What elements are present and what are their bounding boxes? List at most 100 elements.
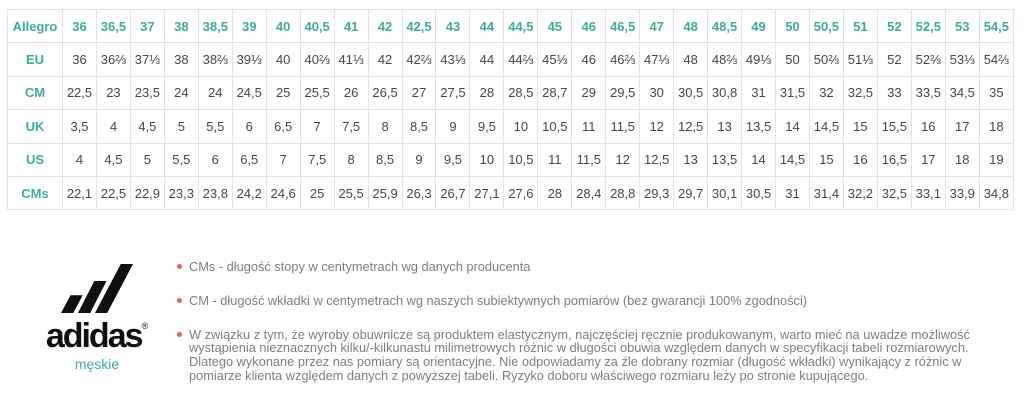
size-cell: 30,5 bbox=[741, 175, 777, 211]
size-cell: 52 bbox=[876, 8, 912, 44]
size-cell: 4 bbox=[62, 142, 97, 177]
brand-block: adidas® męskie bbox=[28, 264, 166, 372]
category-label: męskie bbox=[74, 356, 120, 372]
size-cell: 36⅔ bbox=[95, 42, 131, 77]
size-cell: 48 bbox=[673, 42, 709, 77]
size-cell: 38 bbox=[163, 8, 199, 44]
size-cell: 6 bbox=[197, 142, 233, 177]
registered-trademark-icon: ® bbox=[141, 321, 149, 331]
size-cell: 24,2 bbox=[231, 175, 267, 211]
size-cell: 32,5 bbox=[842, 75, 878, 111]
size-cell: 29,5 bbox=[605, 75, 641, 111]
size-cell: 6,5 bbox=[231, 142, 267, 177]
size-cell: 30,8 bbox=[707, 75, 743, 111]
size-cell: 33,9 bbox=[944, 175, 980, 211]
size-conversion-table: Allegro 36 36,5 37 38 38,5 39 40 40,5 41 42 42,5 43 4… bbox=[7, 8, 1015, 211]
size-cell: 33,1 bbox=[910, 175, 946, 211]
size-cell: 51 bbox=[842, 8, 878, 44]
size-cell: 43⅓ bbox=[435, 42, 471, 77]
size-cell: 28,4 bbox=[571, 175, 607, 211]
size-cell: 44,5 bbox=[503, 8, 539, 44]
size-cell: 47 bbox=[639, 8, 675, 44]
size-cell: 3,5 bbox=[62, 109, 97, 144]
size-cell: 22,5 bbox=[62, 75, 97, 111]
size-cell: 35 bbox=[978, 75, 1015, 111]
size-cell: 32 bbox=[808, 75, 844, 111]
size-cell: 15,5 bbox=[876, 109, 912, 144]
size-cell: 37 bbox=[129, 8, 165, 44]
size-cell: 23,3 bbox=[163, 175, 199, 211]
size-cell: 22,9 bbox=[129, 175, 165, 211]
size-cell: 40⅔ bbox=[299, 42, 335, 77]
size-cell: 50,5 bbox=[808, 8, 844, 44]
note-item: CMs - długość stopy w centymetrach wg da… bbox=[176, 260, 1012, 274]
size-cell: 54,5 bbox=[978, 8, 1015, 44]
size-cell: 42 bbox=[367, 42, 403, 77]
adidas-wordmark-text: adidas bbox=[45, 317, 144, 355]
size-cell: 29,7 bbox=[673, 175, 709, 211]
size-cell: 14 bbox=[741, 142, 777, 177]
size-cell: 27,1 bbox=[469, 175, 505, 211]
size-cell: 28,7 bbox=[537, 75, 573, 111]
size-cell: 38⅔ bbox=[197, 42, 233, 77]
size-table-row: UK 3,5 4 4,5 5 5,5 6 6,5 7 7,5 8 8,5 9 9,5 10 10,5 11 11,… bbox=[7, 109, 1015, 144]
size-cell: 24,5 bbox=[231, 75, 267, 111]
size-cell: 50 bbox=[775, 42, 810, 77]
size-cell: 14 bbox=[775, 109, 810, 144]
size-cell: 14,5 bbox=[808, 109, 844, 144]
size-cell: 26 bbox=[333, 75, 369, 111]
size-cell: 10,5 bbox=[537, 109, 573, 144]
size-cell: 12,5 bbox=[639, 142, 675, 177]
size-cell: 36 bbox=[62, 42, 97, 77]
size-cell: 48,5 bbox=[707, 8, 743, 44]
size-cell: 19 bbox=[978, 142, 1015, 177]
size-cell: 5,5 bbox=[197, 109, 233, 144]
size-cell: 45⅓ bbox=[537, 42, 573, 77]
size-cell: 47⅓ bbox=[639, 42, 675, 77]
size-cell: 54⅔ bbox=[978, 42, 1015, 77]
size-cell: 9,5 bbox=[435, 142, 471, 177]
size-cell: 12 bbox=[605, 142, 641, 177]
size-cell: 5 bbox=[129, 142, 165, 177]
row-label-cell: Allegro bbox=[7, 8, 63, 44]
size-cell: 38 bbox=[163, 42, 199, 77]
size-cell: 49 bbox=[741, 8, 777, 44]
size-cell: 11 bbox=[571, 109, 607, 144]
size-cell: 32,5 bbox=[876, 175, 912, 211]
size-cell: 24 bbox=[163, 75, 199, 111]
row-label-cell: UK bbox=[7, 109, 63, 144]
size-table-row: EU 36 36⅔ 37⅓ 38 38⅔ 39⅓ 40 40⅔ 41⅓ 42 42⅔ 43⅓ 44 44⅔ 4… bbox=[7, 42, 1015, 77]
size-cell: 8,5 bbox=[401, 109, 437, 144]
size-table-header-row: Allegro 36 36,5 37 38 38,5 39 40 40,5 41 42 42,5 43 4… bbox=[7, 8, 1015, 44]
size-cell: 18 bbox=[978, 109, 1015, 144]
size-cell: 23,5 bbox=[129, 75, 165, 111]
size-cell: 25 bbox=[299, 175, 335, 211]
size-cell: 7,5 bbox=[333, 109, 369, 144]
size-cell: 32,2 bbox=[842, 175, 878, 211]
size-cell: 31 bbox=[741, 75, 777, 111]
size-cell: 26,7 bbox=[435, 175, 471, 211]
size-cell: 30,1 bbox=[707, 175, 743, 211]
size-cell: 33 bbox=[876, 75, 912, 111]
size-cell: 42 bbox=[367, 8, 403, 44]
size-cell: 5,5 bbox=[163, 142, 199, 177]
size-cell: 52,5 bbox=[910, 8, 946, 44]
note-item: CM - długość wkładki w centymetrach wg n… bbox=[176, 293, 1012, 308]
size-cell: 11,5 bbox=[605, 109, 641, 144]
size-cell: 26,5 bbox=[367, 75, 403, 111]
size-cell: 49⅓ bbox=[741, 42, 777, 77]
size-cell: 4,5 bbox=[95, 142, 131, 177]
size-cell: 26,3 bbox=[401, 175, 437, 211]
size-cell: 28 bbox=[469, 75, 505, 111]
size-cell: 25,5 bbox=[333, 175, 369, 211]
adidas-three-stripes-icon bbox=[61, 264, 133, 313]
size-cell: 6,5 bbox=[265, 109, 301, 144]
size-cell: 12 bbox=[639, 109, 675, 144]
size-cell: 27,5 bbox=[435, 75, 471, 111]
size-cell: 43 bbox=[435, 8, 471, 44]
size-cell: 46⅔ bbox=[605, 42, 641, 77]
size-cell: 16 bbox=[842, 142, 878, 177]
size-cell: 8 bbox=[367, 109, 403, 144]
size-cell: 15 bbox=[808, 142, 844, 177]
row-label-cell: EU bbox=[7, 42, 63, 77]
